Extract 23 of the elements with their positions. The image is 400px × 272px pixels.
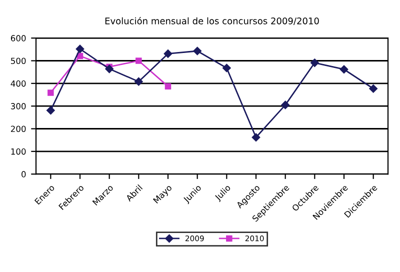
point	[136, 58, 142, 64]
point	[310, 58, 319, 67]
point	[105, 64, 114, 74]
y-tick-label: 100	[11, 148, 26, 155]
point	[340, 65, 348, 74]
point	[252, 133, 260, 142]
y-tick-label: 300	[11, 103, 26, 110]
y-tick-label: 0	[22, 171, 26, 178]
point	[281, 100, 290, 110]
point	[134, 77, 143, 86]
point	[164, 50, 172, 58]
point	[48, 90, 54, 96]
y-tick-label: 500	[11, 58, 26, 64]
y-tick-label: 200	[10, 126, 26, 132]
point	[193, 46, 202, 56]
point	[76, 44, 84, 54]
point	[369, 84, 378, 93]
y-tick-label: 400	[10, 80, 26, 87]
point	[46, 106, 55, 115]
point	[164, 83, 172, 90]
point	[222, 64, 231, 72]
chart-title: Evolución mensual de los concursos 2009/2010	[105, 16, 319, 26]
y-tick-label: 600	[10, 35, 26, 42]
